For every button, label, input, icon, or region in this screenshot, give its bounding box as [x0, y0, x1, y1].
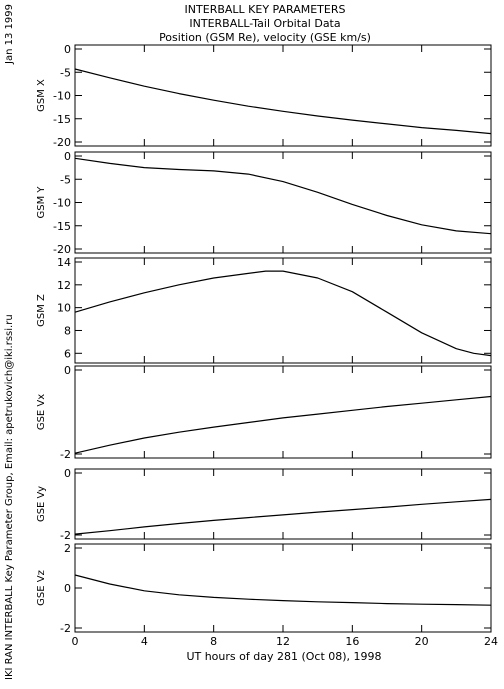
x-tick-label: 24: [484, 635, 498, 648]
y-tick-label: -2: [60, 622, 71, 635]
side-note: IKI RAN INTERBALL Key Parameter Group, E…: [4, 314, 15, 680]
x-tick-label: 4: [141, 635, 148, 648]
panel-1: 0 -5 -10 -15 -20 GSM X: [36, 43, 492, 149]
date-stamp: Jan 13 1999: [4, 4, 15, 65]
panel-frame: [74, 257, 492, 364]
y-tick-label: 10: [57, 302, 71, 315]
y-tick-label: 12: [57, 279, 71, 292]
series-line: [74, 68, 492, 135]
panel-frame: [74, 44, 492, 147]
series-line: [74, 395, 492, 454]
y-axis-label: GSM Z: [36, 294, 47, 327]
y-axis-label: GSE Vx: [36, 394, 47, 430]
y-tick-label: -15: [53, 220, 71, 233]
y-tick-label: -15: [53, 113, 71, 126]
y-tick-label: 0: [64, 582, 71, 595]
y-axis-label: GSE Vy: [36, 486, 47, 522]
panel-3: 14 12 10 8 6 GSM Z: [36, 256, 492, 364]
panel-2: 0 -5 -10 -15 -20 GSM Y: [36, 150, 492, 256]
y-tick-label: -10: [53, 90, 71, 103]
x-tick-label: 0: [72, 635, 79, 648]
panel-4: 0 -2 GSE Vx: [36, 364, 492, 461]
y-tick-label: 0: [64, 364, 71, 377]
y-axis-label: GSM Y: [36, 186, 47, 219]
y-axis-label: GSM X: [36, 79, 47, 112]
panel-6: 2 0 -2 GSE Vz: [36, 542, 492, 635]
y-tick-label: 2: [64, 542, 71, 555]
y-tick-label: -5: [60, 66, 71, 79]
y-tick-label: -20: [53, 136, 71, 149]
y-tick-label: -10: [53, 197, 71, 210]
panel-frame: [74, 365, 492, 459]
panel-frame: [74, 543, 492, 633]
y-tick-label: -2: [60, 448, 71, 461]
x-tick-label: 20: [415, 635, 429, 648]
series-line: [74, 574, 492, 606]
x-tick-label: 16: [345, 635, 359, 648]
y-tick-label: 0: [64, 150, 71, 163]
x-axis-label: UT hours of day 281 (Oct 08), 1998: [186, 650, 381, 663]
y-tick-label: 8: [64, 324, 71, 337]
y-axis-label: GSE Vz: [36, 570, 47, 606]
chart-title: INTERBALL KEY PARAMETERS: [185, 3, 346, 16]
series-line: [74, 498, 492, 535]
y-tick-label: -2: [60, 529, 71, 542]
y-tick-label: -20: [53, 243, 71, 256]
y-tick-label: 6: [64, 347, 71, 360]
y-tick-label: 0: [64, 467, 71, 480]
y-tick-label: -5: [60, 173, 71, 186]
chart-subtitle: INTERBALL-Tail Orbital Data: [189, 17, 340, 30]
x-tick-label: 8: [210, 635, 217, 648]
y-tick-label: 0: [64, 43, 71, 56]
y-tick-label: 14: [57, 256, 71, 269]
chart-subtitle-2: Position (GSM Re), velocity (GSE km/s): [159, 31, 371, 44]
series-line: [74, 270, 492, 357]
series-line: [74, 157, 492, 235]
x-tick-label: 12: [276, 635, 290, 648]
panel-5: 0 -2 GSE Vy: [36, 467, 492, 542]
